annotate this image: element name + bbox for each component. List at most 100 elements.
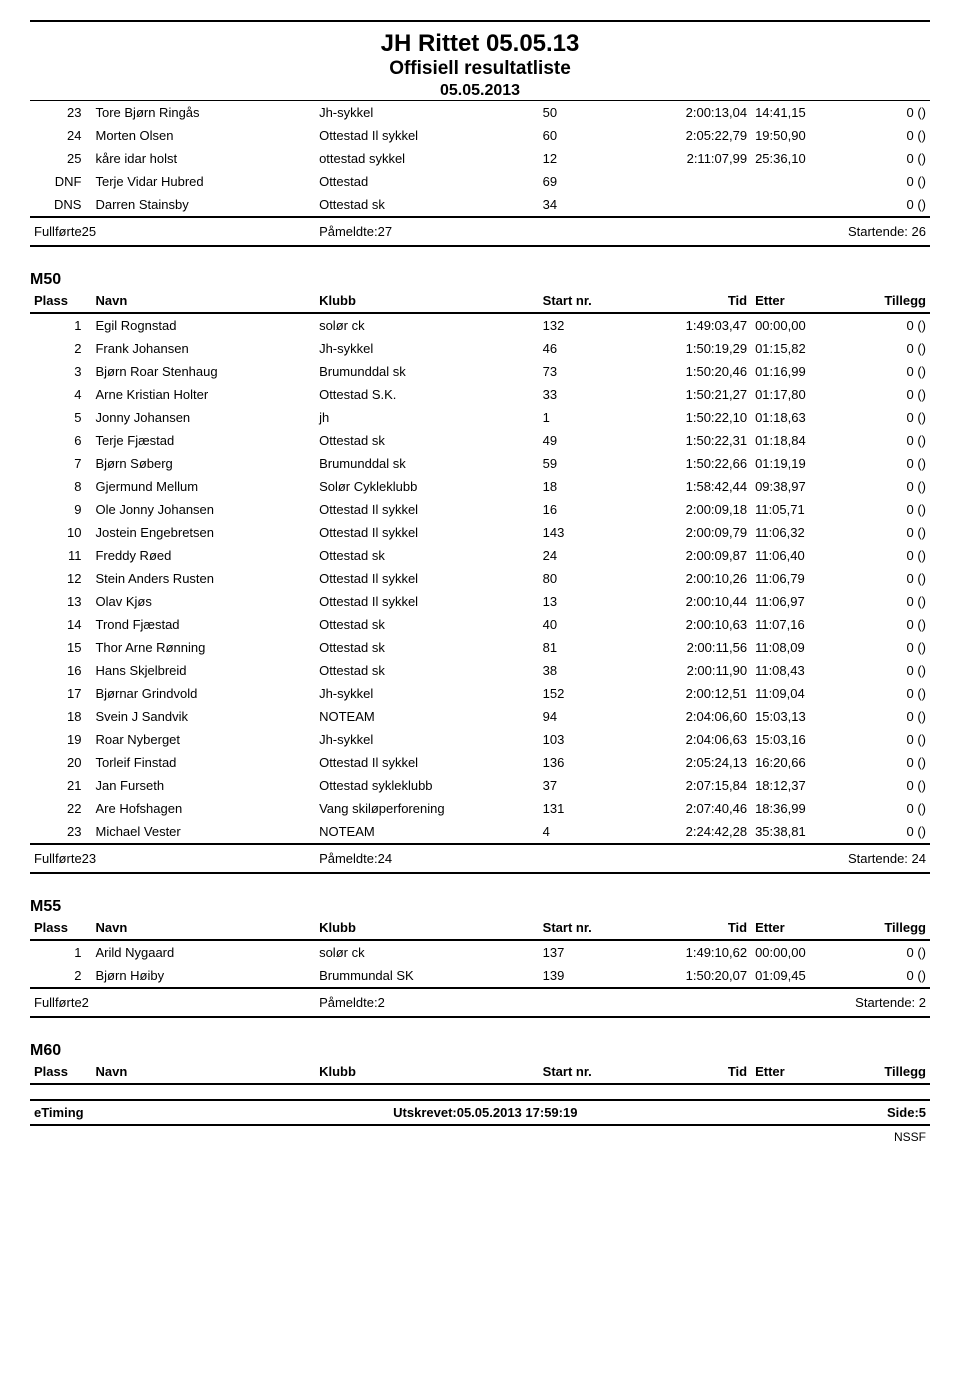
cell-tid: 1:58:42,44 [628, 475, 751, 498]
cell-start: 18 [539, 475, 628, 498]
cell-etter: 01:18,84 [751, 429, 840, 452]
cell-tid: 2:04:06,63 [628, 728, 751, 751]
cell-navn: Bjørn Søberg [91, 452, 315, 475]
table-row: 8Gjermund MellumSolør Cykleklubb181:58:4… [30, 475, 930, 498]
m50-summary: Fullførte23 Påmeldte:24 Startende: 24 [30, 844, 930, 873]
table-row: 18Svein J SandvikNOTEAM942:04:06,6015:03… [30, 705, 930, 728]
cell-etter: 16:20,66 [751, 751, 840, 774]
m50-label: M50 [30, 271, 930, 289]
cell-plass: 19 [30, 728, 91, 751]
cell-tillegg: 0 () [841, 774, 930, 797]
cell-plass: 23 [30, 101, 91, 125]
cell-tid: 1:50:20,07 [628, 964, 751, 988]
cell-navn: Jan Furseth [91, 774, 315, 797]
cell-plass: 9 [30, 498, 91, 521]
cell-etter: 11:09,04 [751, 682, 840, 705]
cell-tillegg: 0 () [841, 682, 930, 705]
cell-tillegg: 0 () [841, 797, 930, 820]
cell-plass: DNS [30, 193, 91, 217]
cell-navn: Arild Nygaard [91, 940, 315, 964]
cell-etter: 25:36,10 [751, 147, 840, 170]
cell-etter: 01:17,80 [751, 383, 840, 406]
cell-tid: 2:05:24,13 [628, 751, 751, 774]
cell-navn: Michael Vester [91, 820, 315, 844]
cell-start: 139 [539, 964, 628, 988]
header-block: JH Rittet 05.05.13 Offisiell resultatlis… [30, 20, 930, 100]
col-plass: Plass [30, 289, 91, 313]
col-plass: Plass [30, 1060, 91, 1084]
cell-navn: Hans Skjelbreid [91, 659, 315, 682]
cell-klubb: Ottestad Il sykkel [315, 521, 539, 544]
cell-klubb: Ottestad Il sykkel [315, 124, 539, 147]
cell-plass: 14 [30, 613, 91, 636]
cell-tid: 1:50:20,46 [628, 360, 751, 383]
cell-plass: 25 [30, 147, 91, 170]
cell-plass: 18 [30, 705, 91, 728]
cell-navn: Frank Johansen [91, 337, 315, 360]
cell-navn: Arne Kristian Holter [91, 383, 315, 406]
cell-plass: 6 [30, 429, 91, 452]
cell-navn: Olav Kjøs [91, 590, 315, 613]
table-row: 17Bjørnar GrindvoldJh-sykkel1522:00:12,5… [30, 682, 930, 705]
cell-klubb: NOTEAM [315, 705, 539, 728]
m55-label: M55 [30, 898, 930, 916]
cell-start: 60 [539, 124, 628, 147]
table-row: 3Bjørn Roar StenhaugBrumunddal sk731:50:… [30, 360, 930, 383]
cell-klubb: Ottestad sk [315, 544, 539, 567]
col-navn: Navn [91, 289, 315, 313]
col-etter: Etter [751, 916, 840, 940]
cell-start: 38 [539, 659, 628, 682]
summary-start: Startende: 24 [628, 844, 930, 873]
cell-tid: 2:07:40,46 [628, 797, 751, 820]
cell-klubb: Solør Cykleklubb [315, 475, 539, 498]
cell-klubb: Jh-sykkel [315, 101, 539, 125]
cell-plass: 17 [30, 682, 91, 705]
col-tillegg: Tillegg [841, 1060, 930, 1084]
cell-etter: 00:00,00 [751, 940, 840, 964]
cell-tid: 2:00:09,18 [628, 498, 751, 521]
cell-navn: Terje Vidar Hubred [91, 170, 315, 193]
cell-klubb: Ottestad sk [315, 429, 539, 452]
cell-tillegg: 0 () [841, 521, 930, 544]
col-navn: Navn [91, 1060, 315, 1084]
cell-tid: 1:50:21,27 [628, 383, 751, 406]
table-row: 9Ole Jonny JohansenOttestad Il sykkel162… [30, 498, 930, 521]
cell-navn: Are Hofshagen [91, 797, 315, 820]
cell-start: 49 [539, 429, 628, 452]
cell-start: 81 [539, 636, 628, 659]
cell-start: 37 [539, 774, 628, 797]
cell-navn: Bjørnar Grindvold [91, 682, 315, 705]
cell-tillegg: 0 () [841, 147, 930, 170]
table-row: 7Bjørn SøbergBrumunddal sk591:50:22,6601… [30, 452, 930, 475]
footer-center: Utskrevet:05.05.2013 17:59:19 [393, 1105, 577, 1120]
cell-plass: 11 [30, 544, 91, 567]
table-row: 6Terje FjæstadOttestad sk491:50:22,3101:… [30, 429, 930, 452]
cell-tillegg: 0 () [841, 751, 930, 774]
cell-navn: Morten Olsen [91, 124, 315, 147]
cell-tillegg: 0 () [841, 705, 930, 728]
footer-row: eTiming Utskrevet:05.05.2013 17:59:19 Si… [30, 1099, 930, 1126]
cell-navn: Bjørn Roar Stenhaug [91, 360, 315, 383]
m60-table: Plass Navn Klubb Start nr. Tid Etter Til… [30, 1060, 930, 1085]
cell-klubb: jh [315, 406, 539, 429]
col-tid: Tid [628, 1060, 751, 1084]
summary-full: Fullførte25 [30, 217, 315, 246]
table-row: 19Roar NybergetJh-sykkel1032:04:06,6315:… [30, 728, 930, 751]
cell-start: 4 [539, 820, 628, 844]
cell-tillegg: 0 () [841, 452, 930, 475]
col-tid: Tid [628, 289, 751, 313]
cell-tillegg: 0 () [841, 124, 930, 147]
cell-tid: 1:50:22,66 [628, 452, 751, 475]
col-startnr: Start nr. [539, 916, 628, 940]
summary-start: Startende: 26 [628, 217, 930, 246]
cell-tid: 2:00:09,87 [628, 544, 751, 567]
cell-klubb: Vang skiløperforening [315, 797, 539, 820]
cell-klubb: solør ck [315, 940, 539, 964]
cell-start: 40 [539, 613, 628, 636]
cell-plass: 1 [30, 940, 91, 964]
cell-tillegg: 0 () [841, 313, 930, 337]
cell-tid: 2:00:10,26 [628, 567, 751, 590]
cell-tillegg: 0 () [841, 964, 930, 988]
cell-tillegg: 0 () [841, 613, 930, 636]
cell-start: 69 [539, 170, 628, 193]
